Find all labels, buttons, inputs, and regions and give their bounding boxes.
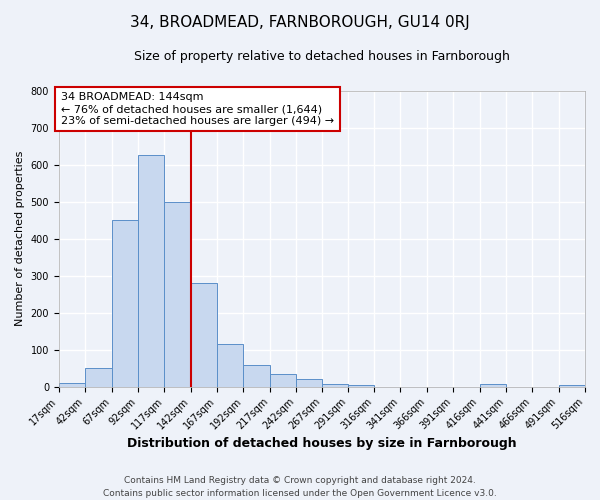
Bar bbox=[217, 344, 244, 387]
Text: 34 BROADMEAD: 144sqm
← 76% of detached houses are smaller (1,644)
23% of semi-de: 34 BROADMEAD: 144sqm ← 76% of detached h… bbox=[61, 92, 334, 126]
Y-axis label: Number of detached properties: Number of detached properties bbox=[15, 151, 25, 326]
Bar bbox=[85, 368, 112, 387]
Bar bbox=[138, 156, 164, 387]
Bar bbox=[164, 202, 191, 387]
Text: 34, BROADMEAD, FARNBOROUGH, GU14 0RJ: 34, BROADMEAD, FARNBOROUGH, GU14 0RJ bbox=[130, 15, 470, 30]
Bar bbox=[244, 364, 269, 387]
Bar bbox=[559, 385, 585, 387]
Bar bbox=[296, 380, 322, 387]
Title: Size of property relative to detached houses in Farnborough: Size of property relative to detached ho… bbox=[134, 50, 510, 63]
Text: Contains HM Land Registry data © Crown copyright and database right 2024.
Contai: Contains HM Land Registry data © Crown c… bbox=[103, 476, 497, 498]
Bar bbox=[322, 384, 348, 387]
Bar bbox=[191, 283, 217, 387]
Bar bbox=[348, 385, 374, 387]
Bar bbox=[112, 220, 138, 387]
Bar bbox=[269, 374, 296, 387]
X-axis label: Distribution of detached houses by size in Farnborough: Distribution of detached houses by size … bbox=[127, 437, 517, 450]
Bar bbox=[479, 384, 506, 387]
Bar bbox=[59, 383, 85, 387]
